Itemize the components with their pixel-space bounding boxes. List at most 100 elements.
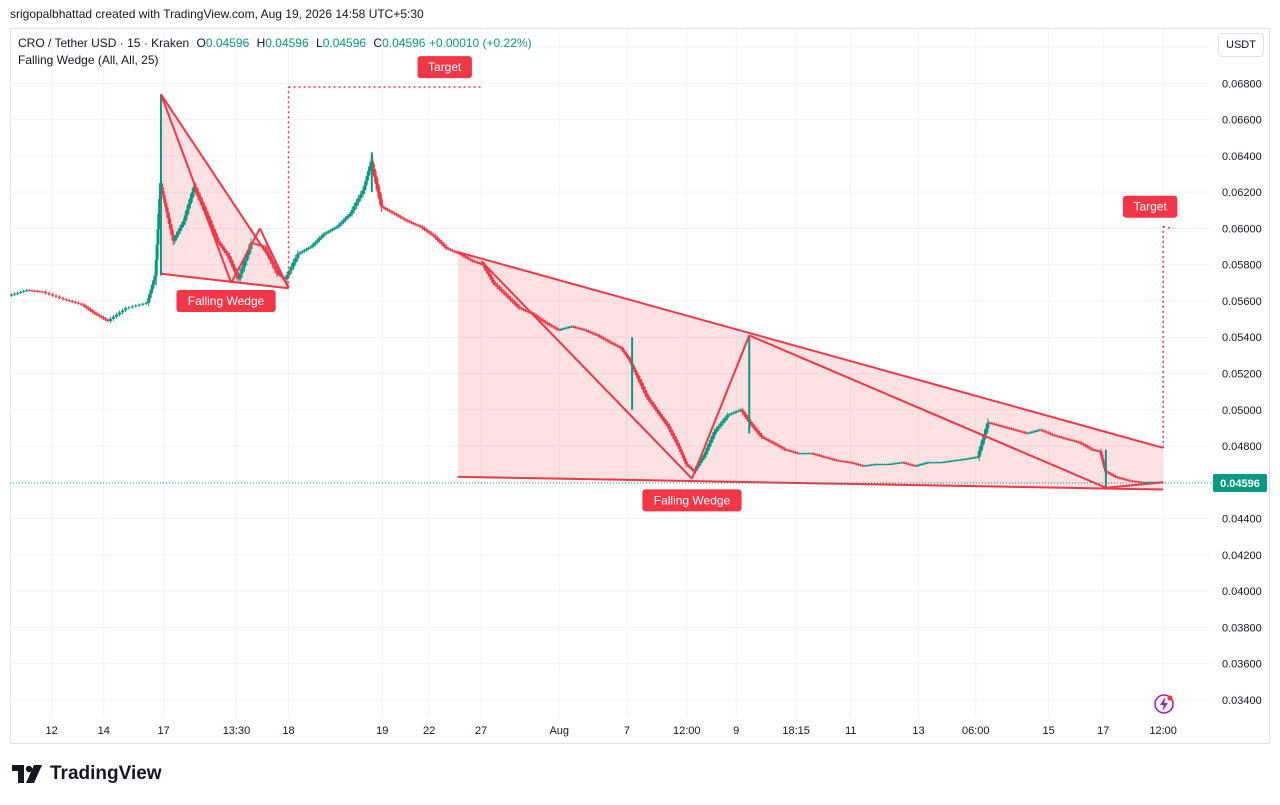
candle-body bbox=[589, 331, 593, 333]
candle-body bbox=[341, 220, 345, 223]
candle-body bbox=[900, 462, 904, 464]
candle-body bbox=[1075, 441, 1079, 443]
candle-body bbox=[418, 225, 422, 227]
candle-body bbox=[756, 430, 760, 433]
candle-body bbox=[524, 310, 528, 312]
candle-body bbox=[108, 318, 112, 321]
candle-body bbox=[992, 423, 996, 425]
candle-body bbox=[648, 399, 652, 402]
candle-body bbox=[671, 432, 675, 437]
candle-body bbox=[988, 422, 992, 424]
wedge-upper-line bbox=[457, 251, 1164, 449]
candle-body bbox=[974, 457, 978, 459]
candle-body bbox=[354, 202, 358, 207]
candle-body bbox=[730, 413, 734, 415]
candle-body bbox=[493, 282, 497, 285]
candle-body bbox=[30, 290, 34, 292]
x-tick-label: 12:00 bbox=[673, 725, 701, 737]
candle-body bbox=[1133, 481, 1137, 483]
pattern-labels[interactable]: Target Falling Wedge Target Falling Wedge bbox=[176, 56, 1178, 512]
candle-body bbox=[641, 386, 645, 390]
y-tick-label: 0.06400 bbox=[1222, 151, 1262, 163]
candle-body bbox=[804, 453, 808, 455]
candle-body bbox=[893, 463, 897, 465]
candle-body bbox=[519, 308, 523, 310]
candle-body bbox=[854, 463, 858, 465]
candle-body bbox=[35, 291, 39, 293]
low-key: L bbox=[316, 36, 323, 50]
candle-body bbox=[738, 409, 742, 411]
candle-body bbox=[210, 224, 214, 229]
candle-body bbox=[1012, 429, 1016, 431]
current-price-badge bbox=[1213, 474, 1267, 493]
candle-body bbox=[578, 328, 582, 330]
x-tick-label: 19 bbox=[376, 725, 388, 737]
candle-body bbox=[921, 463, 925, 465]
candle-body bbox=[79, 303, 83, 305]
wedge-lower-line bbox=[160, 272, 289, 290]
candle-body bbox=[167, 218, 171, 224]
candle-body bbox=[86, 307, 90, 310]
candle-body bbox=[16, 292, 20, 294]
candle-body bbox=[38, 291, 42, 293]
candle-body bbox=[1102, 461, 1106, 465]
candle-body bbox=[979, 445, 983, 452]
candle-body bbox=[221, 245, 225, 249]
symbol-title[interactable]: CRO / Tether USD · 15 · Kraken bbox=[18, 36, 190, 50]
brand[interactable]: TradingView bbox=[12, 763, 162, 785]
candle-body bbox=[1042, 430, 1046, 432]
candle-body bbox=[930, 462, 934, 464]
candle-body bbox=[275, 269, 279, 274]
candle-body bbox=[872, 464, 876, 466]
x-tick-label: 9 bbox=[733, 725, 739, 737]
indicator-title[interactable]: Falling Wedge (All, All, 25) bbox=[18, 53, 159, 67]
candle-body bbox=[657, 411, 661, 414]
candle-body bbox=[758, 432, 762, 435]
candle-body bbox=[118, 312, 122, 315]
candle-body bbox=[751, 424, 755, 427]
currency-button[interactable]: USDT bbox=[1218, 33, 1264, 57]
candle-body bbox=[595, 334, 599, 336]
candle-body bbox=[374, 176, 378, 185]
candle-body bbox=[1029, 432, 1033, 434]
candle-body bbox=[161, 190, 165, 195]
candle-body bbox=[504, 293, 508, 296]
x-tick-label: 18 bbox=[282, 725, 294, 737]
candle-body bbox=[158, 198, 162, 214]
candle-body bbox=[164, 202, 168, 207]
candle-body bbox=[309, 246, 313, 248]
candle-body bbox=[64, 299, 68, 301]
candle-body bbox=[315, 240, 319, 243]
candle-body bbox=[652, 404, 656, 407]
chart-frame[interactable] bbox=[10, 28, 1270, 744]
candle-body bbox=[348, 213, 352, 217]
candle-body bbox=[615, 345, 619, 347]
candle-body bbox=[970, 457, 974, 459]
candle-body bbox=[859, 464, 863, 466]
candle-body bbox=[245, 255, 249, 262]
candle-body bbox=[685, 464, 689, 466]
candle-body bbox=[219, 243, 223, 246]
candle-body bbox=[673, 436, 677, 440]
candle-body bbox=[300, 251, 304, 253]
candle-body bbox=[214, 232, 218, 237]
candle-body bbox=[632, 367, 636, 370]
candle-body bbox=[170, 229, 174, 236]
candle-body bbox=[41, 291, 45, 293]
candle-body bbox=[785, 449, 789, 451]
close-key: C bbox=[373, 36, 383, 50]
candle-body bbox=[1053, 435, 1057, 437]
x-tick-label: 12 bbox=[46, 725, 58, 737]
y-tick-label: 0.06600 bbox=[1222, 115, 1262, 127]
wedge-upper-line bbox=[160, 93, 290, 288]
candle-body bbox=[593, 333, 597, 335]
candle-body bbox=[307, 247, 311, 249]
candle-body bbox=[212, 228, 216, 233]
candle-body bbox=[846, 461, 850, 463]
candle-body bbox=[1051, 434, 1055, 436]
target-label: Target bbox=[1133, 200, 1167, 214]
candle-body bbox=[500, 289, 504, 292]
candle-body bbox=[885, 464, 889, 466]
lightning-icon[interactable] bbox=[1153, 693, 1175, 715]
